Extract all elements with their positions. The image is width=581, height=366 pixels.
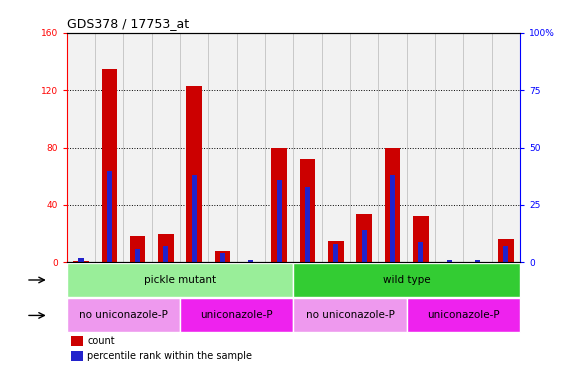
Bar	[192, 175, 197, 262]
Bar	[71, 336, 83, 346]
Bar	[215, 251, 231, 262]
Text: no uniconazole-P: no uniconazole-P	[79, 310, 168, 320]
Bar	[130, 236, 145, 262]
Bar	[361, 230, 367, 262]
Bar	[220, 253, 225, 262]
Text: wild type: wild type	[383, 275, 431, 285]
Text: percentile rank within the sample: percentile rank within the sample	[87, 351, 252, 361]
Bar	[475, 260, 480, 262]
Bar	[293, 298, 407, 332]
Text: uniconazole-P: uniconazole-P	[427, 310, 500, 320]
Bar	[187, 86, 202, 262]
Bar	[271, 147, 287, 262]
Bar	[328, 241, 344, 262]
Bar	[107, 171, 112, 262]
Bar	[78, 258, 84, 262]
Bar	[158, 234, 174, 262]
Bar	[498, 239, 514, 262]
Bar	[305, 187, 310, 262]
Bar	[300, 159, 315, 262]
Bar	[73, 261, 89, 262]
Bar	[407, 298, 520, 332]
Text: count: count	[87, 336, 115, 346]
Text: no uniconazole-P: no uniconazole-P	[306, 310, 394, 320]
Bar	[390, 175, 395, 262]
Bar	[135, 249, 140, 262]
Bar	[356, 213, 372, 262]
Bar	[418, 242, 424, 262]
Text: GDS378 / 17753_at: GDS378 / 17753_at	[67, 17, 189, 30]
Bar	[248, 260, 253, 262]
Bar	[163, 246, 168, 262]
Bar	[293, 263, 520, 297]
Text: pickle mutant: pickle mutant	[144, 275, 216, 285]
Bar	[333, 244, 339, 262]
Bar	[180, 298, 293, 332]
Bar	[67, 263, 293, 297]
Bar	[413, 216, 429, 262]
Bar	[71, 351, 83, 361]
Bar	[447, 260, 452, 262]
Bar	[102, 69, 117, 262]
Bar	[503, 246, 508, 262]
Bar	[67, 298, 180, 332]
Bar	[385, 147, 400, 262]
Text: uniconazole-P: uniconazole-P	[200, 310, 273, 320]
Bar	[277, 180, 282, 262]
